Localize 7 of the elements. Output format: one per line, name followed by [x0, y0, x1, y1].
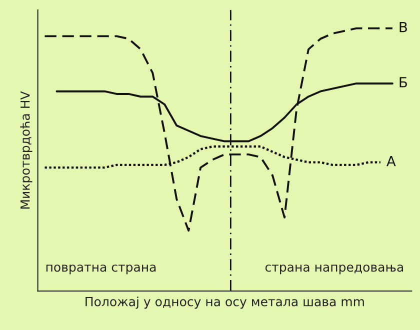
series-label: А — [386, 156, 396, 166]
annotation: страна напредовања — [265, 264, 403, 274]
annotation: повратна страна — [46, 264, 156, 274]
x-axis-title: Положај у односу на осу метала шава mm — [86, 296, 364, 309]
series-label: Б — [400, 77, 407, 88]
y-axis-title: Микротврдоћа HV — [20, 91, 32, 209]
series-label: В — [400, 22, 407, 32]
